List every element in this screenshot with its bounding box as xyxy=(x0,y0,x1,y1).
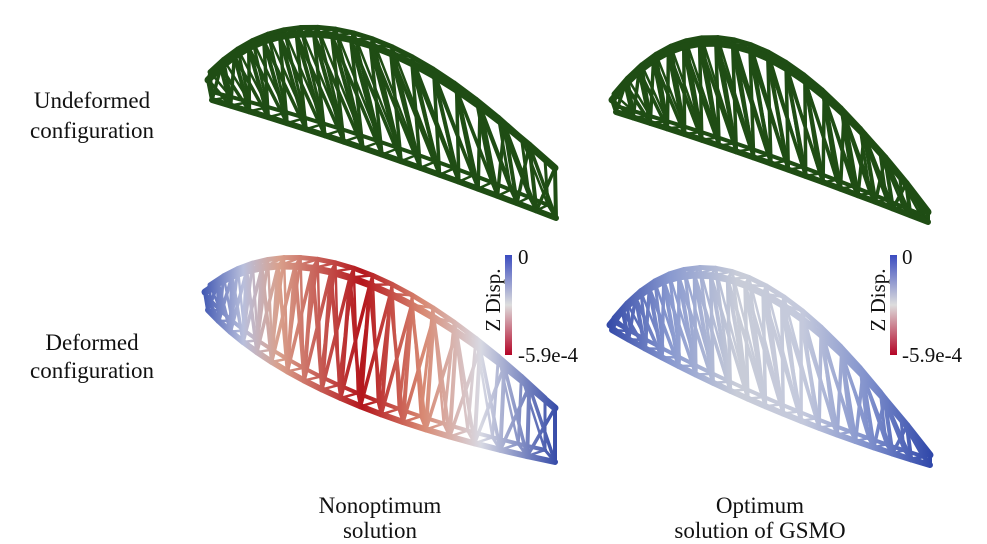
colorbar-max: 0 xyxy=(902,245,913,269)
column-label: solution xyxy=(343,518,418,543)
colorbar-label: Z Disp. xyxy=(481,269,505,332)
bridges xyxy=(205,27,930,465)
truss-member xyxy=(335,29,353,33)
colorbar xyxy=(505,255,512,355)
bridge xyxy=(612,38,928,222)
truss-member xyxy=(318,259,336,263)
colorbar-max: 0 xyxy=(518,245,529,269)
colorbar-min: -5.9e-4 xyxy=(902,343,963,367)
truss-member xyxy=(650,60,653,123)
truss-member xyxy=(322,389,341,398)
truss-member xyxy=(667,52,668,128)
bridge xyxy=(208,27,556,218)
colorbar-label: Z Disp. xyxy=(866,269,890,332)
colorbar xyxy=(890,255,897,355)
row-label: Deformed xyxy=(45,330,139,355)
column-label: Nonoptimum xyxy=(319,493,442,518)
row-label: configuration xyxy=(30,358,154,383)
truss-member xyxy=(354,268,373,275)
row-label: configuration xyxy=(30,118,154,143)
column-label: Optimum xyxy=(716,493,804,518)
truss-member xyxy=(716,268,732,271)
figure: Undeformed configuration Deformed config… xyxy=(0,0,987,544)
colorbar-min: -5.9e-4 xyxy=(518,343,579,367)
row-label: Undeformed xyxy=(34,88,151,113)
truss-member xyxy=(335,263,353,268)
truss-member xyxy=(837,354,841,435)
truss-member xyxy=(819,335,821,428)
column-label: solution of GSMO xyxy=(674,518,845,543)
truss-member xyxy=(301,258,318,260)
truss-member xyxy=(662,281,664,357)
truss-member xyxy=(555,168,556,218)
truss-member xyxy=(373,275,392,284)
truss-member xyxy=(318,27,336,29)
truss-member xyxy=(284,28,301,30)
